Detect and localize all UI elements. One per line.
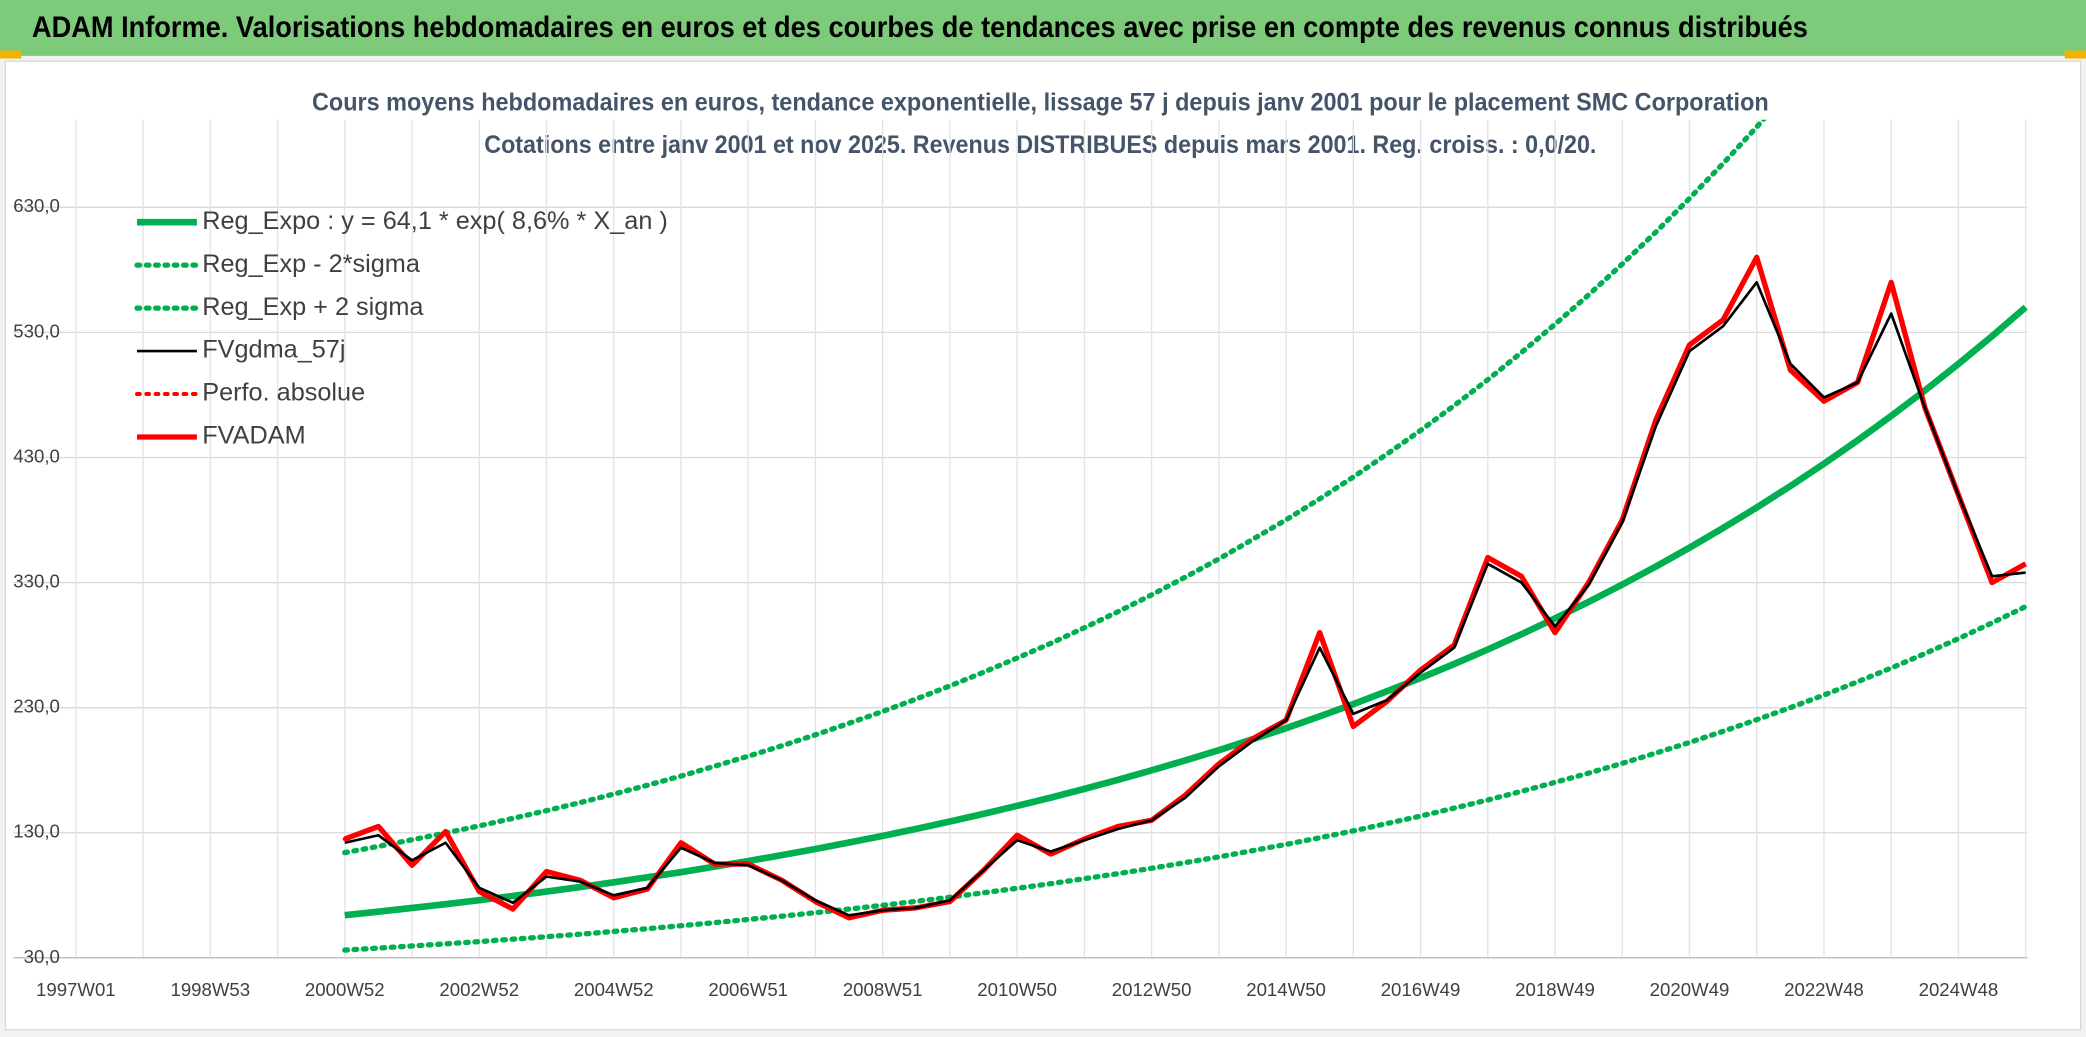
y-tick-label: 630,0 xyxy=(13,195,60,216)
legend-label: Reg_Expo : y = 64,1 * exp( 8,6% * X_an ) xyxy=(202,207,668,235)
legend-label: FVgdma_57j xyxy=(202,336,345,364)
x-tick-label: 2006W51 xyxy=(708,979,788,1000)
y-tick-label: 130,0 xyxy=(13,821,60,842)
y-tick-label: 330,0 xyxy=(13,570,60,591)
corner xyxy=(2064,50,2086,59)
x-tick-label: 2014W50 xyxy=(1246,979,1326,1000)
x-tick-label: 2002W52 xyxy=(439,979,519,1000)
x-tick-label: 2010W50 xyxy=(977,979,1057,1000)
page-title: ADAM Informe. Valorisations hebdomadaire… xyxy=(32,12,1808,44)
series-line xyxy=(343,254,2027,921)
chart-title: Cours moyens hebdomadaires en euros, ten… xyxy=(312,88,1769,116)
series-line xyxy=(342,119,1767,856)
chart-frame xyxy=(4,60,2082,1031)
x-tick-label: 1997W01 xyxy=(36,979,116,1000)
x-tick-label: 2016W49 xyxy=(1381,979,1461,1000)
x-tick-label: 2024W48 xyxy=(1919,979,1999,1000)
x-tick-label: 2018W49 xyxy=(1515,979,1595,1000)
x-tick-label: 2004W52 xyxy=(574,979,654,1000)
x-tick-label: 2000W52 xyxy=(305,979,385,1000)
series-line xyxy=(344,281,2026,917)
y-tick-label: 30,0 xyxy=(24,946,60,967)
series-line xyxy=(342,603,2028,953)
title-bar xyxy=(0,0,2086,56)
corner xyxy=(0,50,22,59)
legend-label: Reg_Exp - 2*sigma xyxy=(202,250,421,278)
y-tick-label: 430,0 xyxy=(13,445,60,466)
legend-label: Perfo. absolue xyxy=(202,379,365,407)
series-line xyxy=(344,304,2028,919)
x-tick-label: 2022W48 xyxy=(1784,979,1864,1000)
chart-subtitle: Cotations entre janv 2001 et nov 2025. R… xyxy=(484,131,1596,159)
legend-label: Reg_Exp + 2 sigma xyxy=(202,293,424,321)
x-tick-label: 2020W49 xyxy=(1650,979,1730,1000)
y-tick-label: 230,0 xyxy=(13,696,60,717)
x-tick-label: 1998W53 xyxy=(170,979,250,1000)
y-tick-label: 530,0 xyxy=(13,320,60,341)
x-tick-label: 2008W51 xyxy=(843,979,923,1000)
x-tick-label: 2012W50 xyxy=(1112,979,1192,1000)
legend-label: FVADAM xyxy=(202,422,305,450)
